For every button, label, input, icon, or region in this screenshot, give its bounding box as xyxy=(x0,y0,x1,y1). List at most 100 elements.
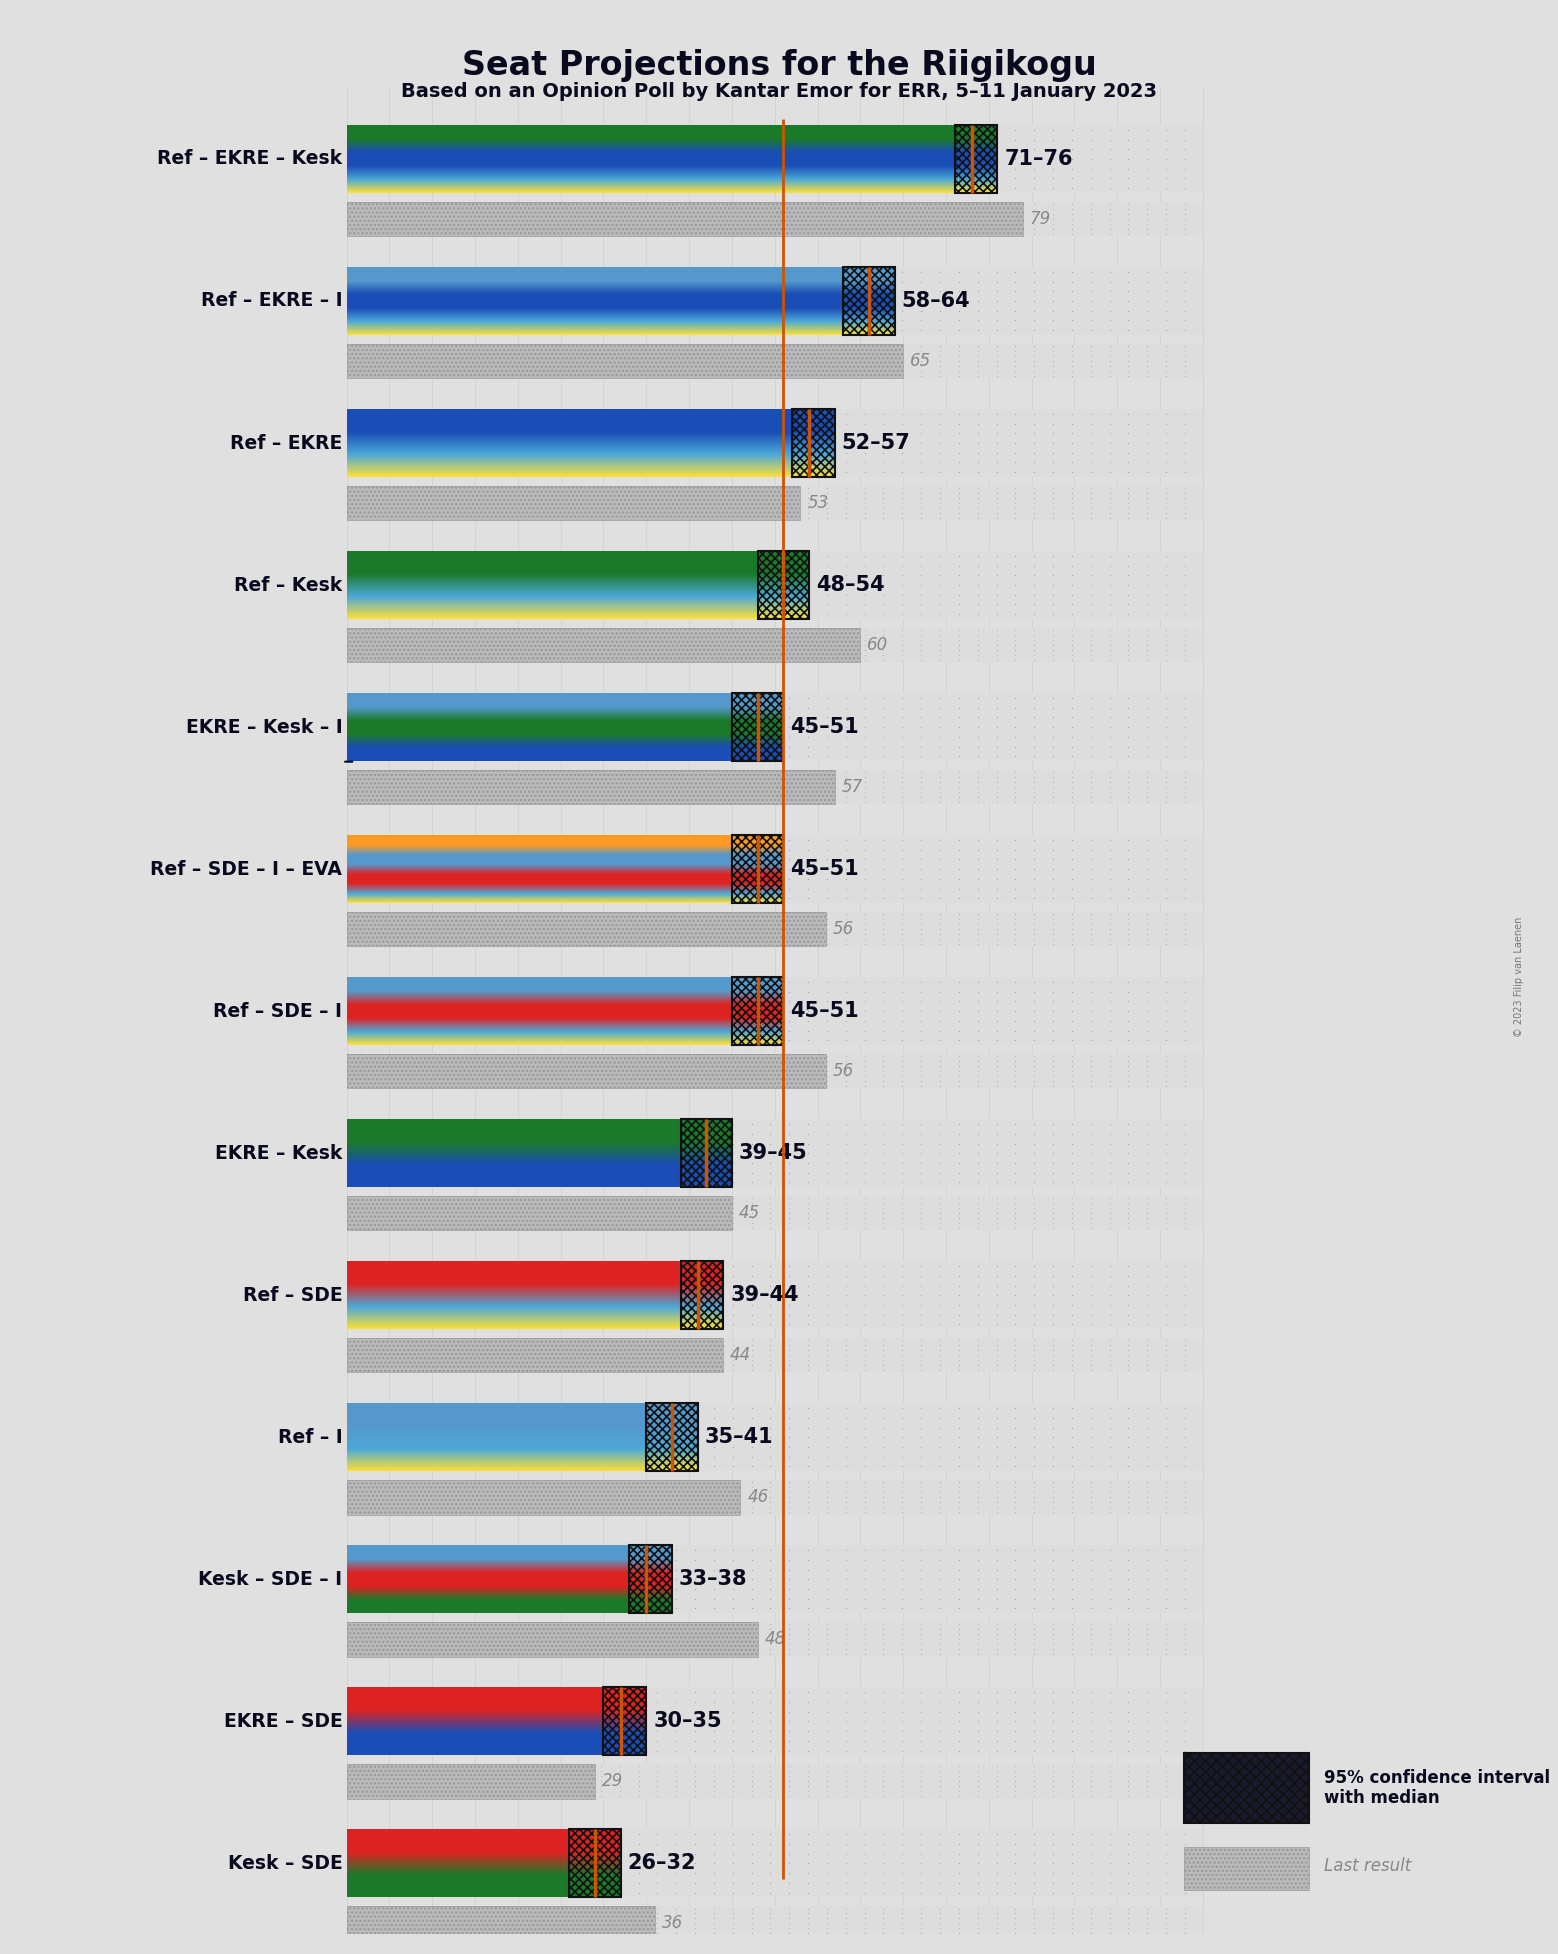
Bar xyxy=(346,1764,1203,1798)
Bar xyxy=(346,344,904,379)
Text: Ref – SDE – I: Ref – SDE – I xyxy=(213,1002,343,1020)
Bar xyxy=(346,1479,1203,1514)
Text: 79: 79 xyxy=(1030,209,1052,229)
Bar xyxy=(346,268,1203,334)
Text: Seat Projections for the Riigikogu: Seat Projections for the Riigikogu xyxy=(461,49,1097,82)
Text: Kesk – SDE – I: Kesk – SDE – I xyxy=(198,1569,343,1589)
Bar xyxy=(346,1764,595,1798)
Bar xyxy=(732,977,784,1045)
Bar xyxy=(346,487,801,520)
Bar xyxy=(732,694,784,760)
Bar xyxy=(629,1546,671,1614)
Bar xyxy=(346,487,801,520)
Bar xyxy=(346,627,860,662)
Text: 36: 36 xyxy=(662,1915,682,1933)
Bar xyxy=(843,268,894,334)
Text: 45–51: 45–51 xyxy=(790,860,858,879)
Text: 65: 65 xyxy=(910,352,932,369)
Text: Based on an Opinion Poll by Kantar Emor for ERR, 5–11 January 2023: Based on an Opinion Poll by Kantar Emor … xyxy=(400,82,1158,102)
Text: 56: 56 xyxy=(834,920,854,938)
Text: EKRE – SDE: EKRE – SDE xyxy=(223,1712,343,1731)
Bar xyxy=(346,913,1203,946)
Bar xyxy=(346,627,1203,662)
Bar xyxy=(346,770,1203,805)
Bar xyxy=(346,1905,654,1940)
Text: 48: 48 xyxy=(765,1630,785,1649)
Bar xyxy=(346,1622,757,1657)
Text: 26–32: 26–32 xyxy=(628,1854,696,1874)
Bar xyxy=(346,1688,1203,1755)
Text: 45: 45 xyxy=(738,1204,760,1221)
Bar xyxy=(346,1829,1203,1897)
Bar xyxy=(346,770,835,805)
Bar xyxy=(346,1764,595,1798)
Text: 46: 46 xyxy=(748,1489,768,1507)
Bar xyxy=(346,1053,1203,1088)
Bar xyxy=(681,1120,732,1188)
Text: 53: 53 xyxy=(807,494,829,512)
Text: 44: 44 xyxy=(731,1346,751,1364)
Bar xyxy=(569,1829,620,1897)
Text: 58–64: 58–64 xyxy=(902,291,971,311)
Bar xyxy=(346,1479,740,1514)
Bar xyxy=(346,408,1203,477)
Bar xyxy=(346,344,904,379)
Bar xyxy=(346,627,860,662)
Bar xyxy=(603,1688,647,1755)
Bar xyxy=(346,201,1024,236)
Bar xyxy=(346,1120,1203,1188)
Bar xyxy=(791,408,835,477)
Bar xyxy=(346,913,826,946)
Bar xyxy=(346,1905,654,1940)
Bar xyxy=(346,834,1203,903)
Text: Ref – EKRE – I: Ref – EKRE – I xyxy=(201,291,343,311)
Text: Ref – I: Ref – I xyxy=(277,1428,343,1446)
Text: Last result: Last result xyxy=(1324,1856,1412,1876)
Bar xyxy=(647,1403,698,1471)
Text: EKRE – Kesk – I: EKRE – Kesk – I xyxy=(185,717,343,737)
Bar xyxy=(346,551,1203,619)
Text: 29: 29 xyxy=(601,1772,623,1790)
Bar xyxy=(955,125,997,193)
Text: 71–76: 71–76 xyxy=(1005,149,1073,168)
Bar xyxy=(346,913,826,946)
Bar xyxy=(346,1053,826,1088)
Text: 57: 57 xyxy=(841,778,863,795)
Bar xyxy=(346,1546,1203,1614)
Bar xyxy=(346,1196,1203,1231)
Text: 56: 56 xyxy=(834,1063,854,1081)
Text: Ref – Kesk: Ref – Kesk xyxy=(234,576,343,594)
Text: 48–54: 48–54 xyxy=(816,574,885,596)
Bar xyxy=(681,1262,723,1329)
Text: © 2023 Filip van Laenen: © 2023 Filip van Laenen xyxy=(1514,916,1524,1038)
Bar xyxy=(346,201,1024,236)
Bar xyxy=(346,1338,723,1372)
Text: Ref – SDE: Ref – SDE xyxy=(243,1286,343,1305)
Text: EKRE – Kesk: EKRE – Kesk xyxy=(215,1143,343,1163)
Text: 60: 60 xyxy=(868,635,888,655)
Text: 95% confidence interval
with median: 95% confidence interval with median xyxy=(1324,1768,1550,1807)
Bar xyxy=(346,1262,1203,1329)
Text: 39–44: 39–44 xyxy=(731,1286,799,1305)
Text: 35–41: 35–41 xyxy=(704,1426,773,1448)
Bar xyxy=(757,551,809,619)
Bar xyxy=(346,770,835,805)
Text: 33–38: 33–38 xyxy=(679,1569,748,1589)
Text: 45–51: 45–51 xyxy=(790,1000,858,1022)
Text: 30–35: 30–35 xyxy=(653,1712,721,1731)
Bar xyxy=(346,487,1203,520)
Bar xyxy=(346,1196,732,1231)
Bar xyxy=(346,1403,1203,1471)
Bar xyxy=(346,1622,757,1657)
Text: Ref – EKRE – Kesk: Ref – EKRE – Kesk xyxy=(157,149,343,168)
Text: 39–45: 39–45 xyxy=(738,1143,807,1163)
Text: 45–51: 45–51 xyxy=(790,717,858,737)
Bar xyxy=(346,1338,1203,1372)
Bar xyxy=(346,1622,1203,1657)
Text: Ref – SDE – I – EVA: Ref – SDE – I – EVA xyxy=(151,860,343,879)
Bar xyxy=(346,1479,740,1514)
Bar xyxy=(346,1053,826,1088)
Bar xyxy=(346,201,1203,236)
Text: Ref – EKRE: Ref – EKRE xyxy=(231,434,343,453)
Bar xyxy=(346,344,1203,379)
